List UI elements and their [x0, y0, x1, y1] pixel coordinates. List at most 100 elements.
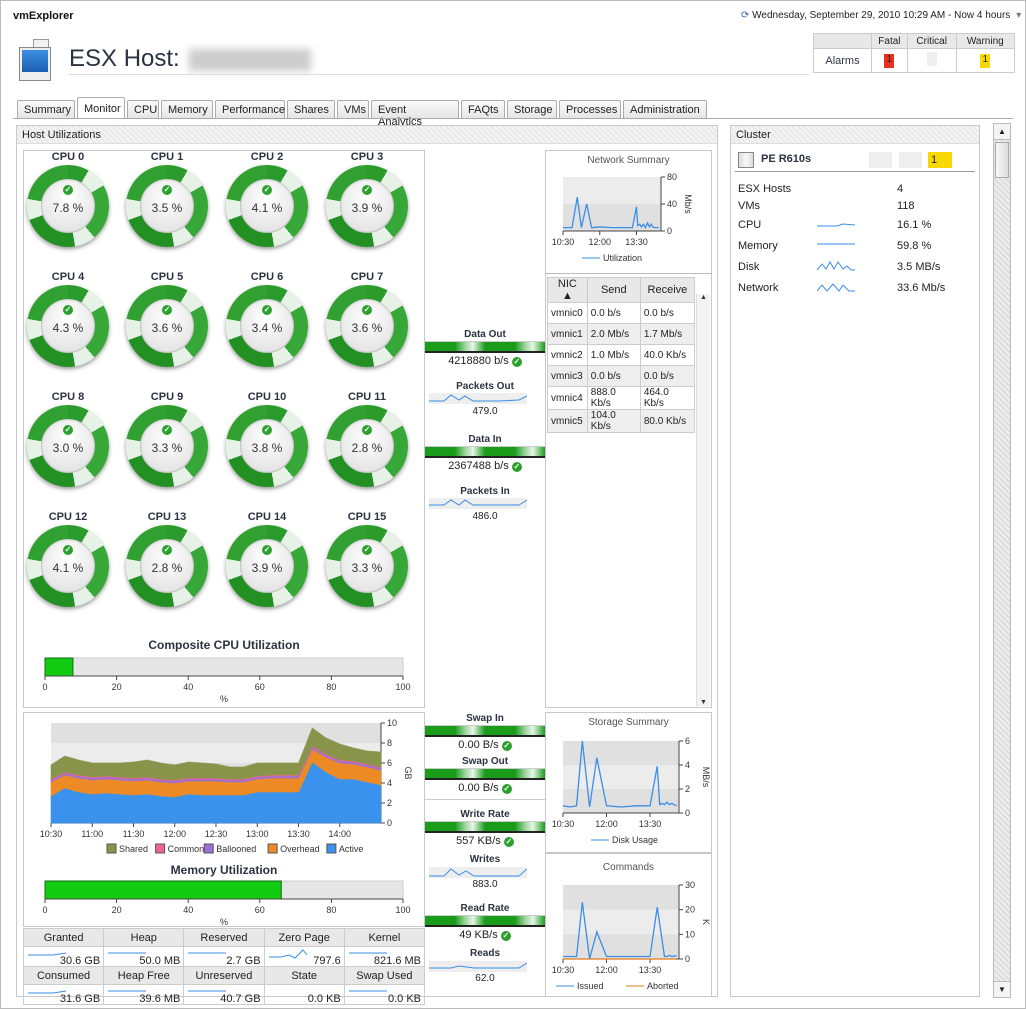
tab-processes[interactable]: Processes — [559, 100, 621, 119]
ok-check-icon: ✓ — [362, 305, 372, 315]
legend-label: Overhead — [280, 844, 320, 854]
critical-count[interactable] — [926, 52, 937, 66]
tab-performance[interactable]: Performance — [215, 100, 285, 119]
x-tick-label: 12:00 — [595, 965, 618, 975]
legend-label: Ballooned — [216, 844, 256, 854]
alarms-label: Alarms — [813, 48, 872, 73]
cpu-label: CPU 8 — [51, 391, 85, 403]
time-range-selector[interactable]: ⟳ Wednesday, September 29, 2010 10:29 AM… — [741, 10, 1021, 21]
tab-event-analytics[interactable]: Event Analytics — [371, 100, 459, 128]
table-cell: vmnic4 — [547, 386, 588, 410]
warning-count[interactable]: 1 — [980, 53, 991, 68]
table-cell: 1.7 Mb/s — [639, 323, 696, 345]
y-tick-label: 2 — [387, 798, 392, 808]
cpu-label: CPU 9 — [150, 391, 184, 403]
tick-label: 60 — [255, 905, 265, 915]
cpu-label: CPU 7 — [350, 271, 384, 283]
cluster-stat-value: 118 — [897, 200, 915, 212]
table-row[interactable]: vmnic5 104.0 Kb/s 80.0 Kb/s — [547, 409, 696, 433]
cpu-label: CPU 10 — [247, 391, 287, 403]
y-tick-label: 0 — [685, 808, 690, 818]
swap-out-text: 0.00 B/s — [458, 782, 499, 794]
table-row[interactable]: vmnic4 888.0 Kb/s 464.0 Kb/s — [547, 386, 696, 410]
tick-label: 40 — [183, 682, 193, 692]
y-tick-label: 80 — [667, 172, 677, 182]
table-row[interactable]: vmnic2 1.0 Mb/s 40.0 Kb/s — [547, 344, 696, 366]
scrollbar-thumb[interactable] — [995, 142, 1009, 178]
cluster-stat-label: Memory — [738, 240, 778, 252]
ok-check-icon: ✓ — [362, 185, 372, 195]
tab-faqts[interactable]: FAQts — [461, 100, 505, 119]
cpu-value: 3.9 % — [351, 201, 383, 215]
cpu-value: 4.3 % — [52, 321, 84, 335]
cpu-gauge: ✓ 2.8 % — [126, 525, 208, 607]
sparkline — [28, 952, 67, 956]
tab-storage[interactable]: Storage — [507, 100, 557, 119]
tab-cpu[interactable]: CPU — [127, 100, 159, 119]
fatal-count[interactable]: 1 — [884, 53, 895, 68]
ok-check-icon: ✓ — [262, 185, 272, 195]
nic-table-scrollbar[interactable]: ▲ ▼ — [696, 294, 710, 706]
y-axis-label: GB — [403, 766, 413, 779]
series-line-issued — [563, 902, 677, 960]
send-column-header[interactable]: Send — [586, 277, 641, 303]
x-tick-label: 12:30 — [205, 829, 228, 839]
y-tick-label: 0 — [685, 954, 690, 964]
ok-check-icon: ✓ — [162, 305, 172, 315]
x-tick-label: 13:30 — [639, 819, 662, 829]
nic-column-header[interactable]: NIC ▲ — [547, 277, 588, 303]
value-text: 797.6 — [313, 954, 341, 967]
tab-divider — [13, 118, 1013, 119]
ok-check-icon: ✓ — [63, 305, 73, 315]
data-in-text: 2367488 b/s — [448, 460, 509, 472]
scroll-down-icon[interactable]: ▼ — [700, 699, 707, 706]
cpu-gauge: ✓ 3.3 % — [126, 405, 208, 487]
x-tick-label: 10:30 — [552, 965, 575, 975]
table-cell: 0.0 b/s — [639, 302, 696, 324]
cpu-gauge: ✓ 7.8 % — [27, 165, 109, 247]
scroll-up-icon[interactable]: ▲ — [994, 124, 1010, 140]
reads-label: Reads — [469, 948, 500, 959]
table-row[interactable]: vmnic0 0.0 b/s 0.0 b/s — [547, 302, 696, 324]
tab-administration[interactable]: Administration — [623, 100, 707, 119]
memory-stat-header: Unreserved — [183, 966, 265, 985]
table-row[interactable]: vmnic1 2.0 Mb/s 1.7 Mb/s — [547, 323, 696, 345]
cluster-fatal-count[interactable] — [869, 152, 892, 168]
y-tick-label: 0 — [667, 226, 672, 236]
axis-label: % — [220, 694, 228, 704]
cpu-value: 3.6 % — [151, 321, 183, 335]
cluster-warning-count[interactable]: 1 — [928, 152, 952, 168]
divider — [425, 799, 545, 800]
x-tick-label: 13:00 — [246, 829, 269, 839]
cluster-critical-count[interactable] — [899, 152, 922, 168]
read-rate-text: 49 KB/s — [459, 929, 498, 941]
y-axis-label: K — [701, 919, 710, 925]
table-row[interactable]: vmnic3 0.0 b/s 0.0 b/s — [547, 365, 696, 387]
table-cell: 464.0 Kb/s — [639, 386, 696, 410]
cluster-icon — [738, 152, 754, 168]
ok-check-icon: ✓ — [511, 462, 522, 472]
data-out-text: 4218880 b/s — [448, 355, 509, 367]
tab-memory[interactable]: Memory — [161, 100, 213, 119]
cluster-stat-label: Network — [738, 282, 779, 294]
tab-summary[interactable]: Summary — [17, 100, 75, 119]
packets-in-sparkline — [429, 498, 527, 509]
y-axis-label: Mb/s — [683, 194, 693, 214]
tab-monitor[interactable]: Monitor — [77, 97, 125, 119]
table-cell: vmnic1 — [547, 323, 588, 345]
series-line-utilization — [563, 197, 659, 230]
memory-stat-header: Heap — [103, 928, 185, 947]
tab-vms[interactable]: VMs — [337, 100, 369, 119]
cluster-name[interactable]: PE R610s — [761, 153, 812, 165]
scroll-down-icon[interactable]: ▼ — [994, 981, 1010, 997]
tab-shares[interactable]: Shares — [287, 100, 335, 119]
series-line-disk usage — [562, 740, 677, 808]
cluster-stat-label: VMs — [738, 200, 760, 212]
page-scrollbar[interactable]: ▲ ▼ — [993, 123, 1011, 998]
data-in-bar — [425, 446, 545, 458]
receive-column-header[interactable]: Receive — [639, 277, 696, 303]
scroll-up-icon[interactable]: ▲ — [700, 294, 707, 301]
table-cell: 0.0 b/s — [586, 302, 641, 324]
packets-out-sparkline — [429, 393, 527, 404]
cluster-panel — [730, 125, 980, 997]
